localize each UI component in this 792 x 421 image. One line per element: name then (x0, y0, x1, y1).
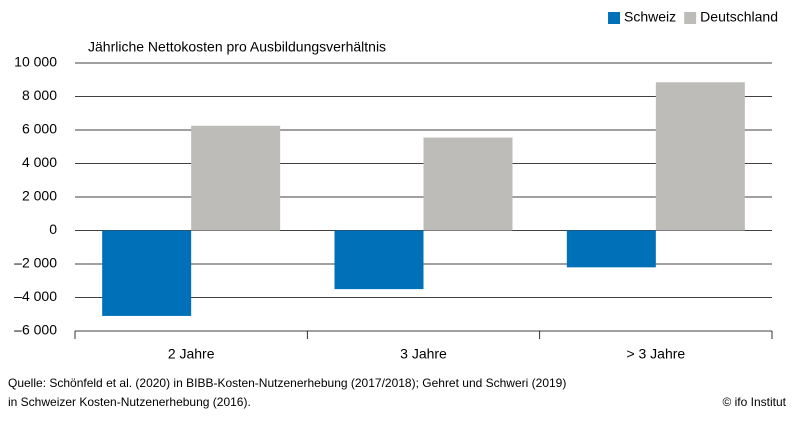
bar (423, 137, 513, 231)
x-tick-label: 3 Jahre (400, 346, 447, 362)
y-tick-label: 2 000 (22, 188, 57, 204)
credit: © ifo Institut (722, 395, 786, 409)
legend-label: Deutschland (700, 9, 778, 25)
legend-swatch (608, 12, 621, 24)
bar (102, 230, 192, 316)
y-tick-label: –2 000 (14, 255, 57, 271)
bar (566, 230, 656, 268)
legend-swatch (684, 12, 697, 24)
source: Quelle: Schönfeld et al. (2020) in BIBB-… (8, 376, 566, 390)
chart-subtitle: Jährliche Nettokosten pro Ausbildungsver… (88, 39, 386, 55)
y-tick-label: –4 000 (14, 288, 57, 304)
bar (191, 125, 281, 231)
y-tick-label: 10 000 (14, 54, 57, 70)
legend-label: Schweiz (624, 9, 676, 25)
bar (655, 82, 745, 231)
x-tick-label: 2 Jahre (168, 346, 215, 362)
bar (334, 230, 424, 290)
y-tick-label: 4 000 (22, 154, 57, 170)
source: in Schweizer Kosten-Nutzenerhebung (2016… (8, 395, 251, 409)
x-tick-label: > 3 Jahre (626, 346, 685, 362)
y-tick-label: 6 000 (22, 121, 57, 137)
y-tick-label: 0 (49, 221, 57, 237)
y-tick-label: –6 000 (14, 322, 57, 338)
y-tick-label: 8 000 (22, 87, 57, 103)
